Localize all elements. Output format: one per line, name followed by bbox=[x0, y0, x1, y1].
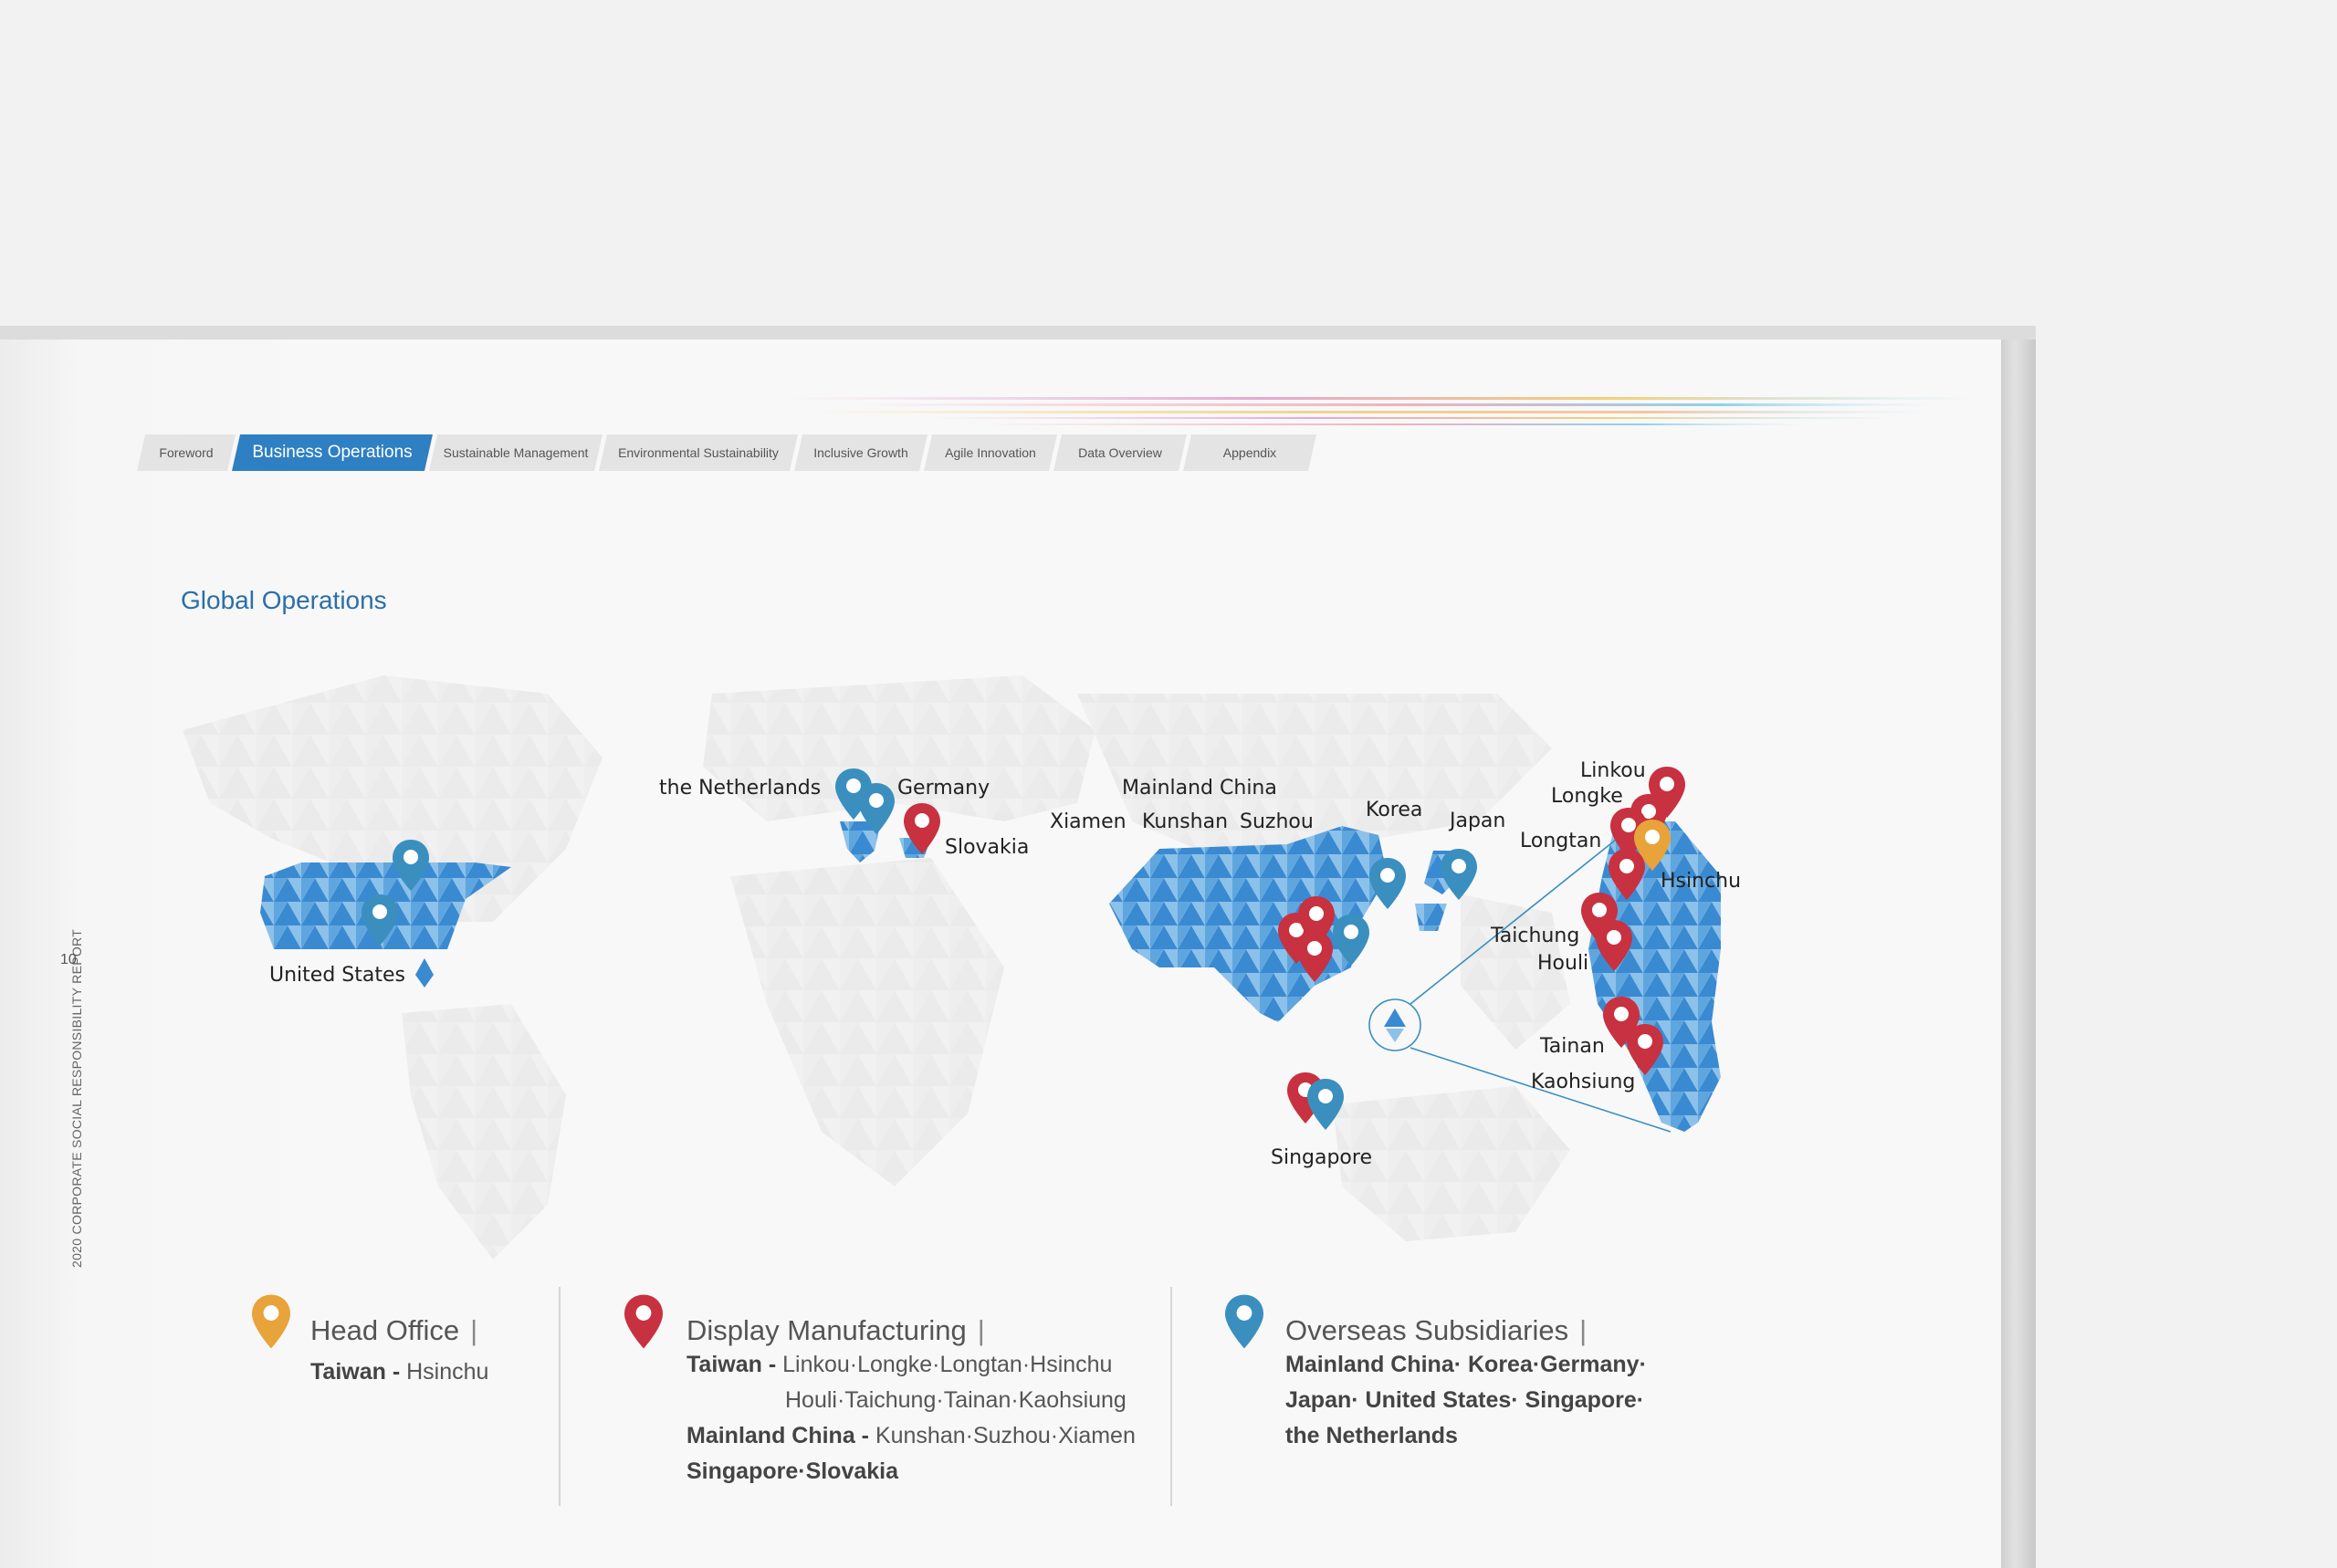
manufacturing-taiwan-sites-2: Houli·Taichung·Tainan·Kaohsiung bbox=[785, 1387, 1127, 1413]
book-edge bbox=[2001, 340, 2036, 1568]
label-houli: Houli bbox=[1537, 952, 1588, 975]
label-japan: Japan bbox=[1448, 810, 1505, 832]
subsidiary-pin-icon bbox=[1225, 1294, 1263, 1349]
label-taichung: Taichung bbox=[1490, 925, 1579, 947]
legend-divider-1 bbox=[559, 1287, 561, 1506]
report-page: Foreword Business Operations Sustainable… bbox=[0, 340, 2001, 1568]
tab-data-overview[interactable]: Data Overview bbox=[1053, 434, 1187, 471]
label-tainan: Tainan bbox=[1539, 1035, 1605, 1058]
manufacturing-taiwan-label: Taiwan - bbox=[686, 1352, 783, 1377]
label-singapore: Singapore bbox=[1271, 1146, 1372, 1169]
manufacturing-china-sites: Kunshan·Suzhou·Xiamen bbox=[875, 1423, 1136, 1448]
label-kaohsiung: Kaohsiung bbox=[1531, 1071, 1635, 1093]
map-labels: United States the Netherlands Germany Sl… bbox=[269, 759, 1741, 1169]
label-mainland-china: Mainland China bbox=[1122, 777, 1277, 800]
head-office-pin-icon bbox=[252, 1294, 290, 1349]
label-united-states: United States bbox=[269, 964, 405, 987]
manufacturing-china-label: Mainland China - bbox=[686, 1423, 875, 1448]
tab-inclusive-growth[interactable]: Inclusive Growth bbox=[794, 434, 927, 471]
tab-business-operations[interactable]: Business Operations bbox=[232, 434, 433, 471]
manufacturing-title: Display Manufacturing bbox=[686, 1314, 967, 1346]
tab-sustainable-management[interactable]: Sustainable Management bbox=[429, 434, 603, 471]
subsidiary-title: Overseas Subsidiaries bbox=[1285, 1314, 1569, 1346]
label-netherlands: the Netherlands bbox=[659, 777, 821, 800]
subsidiary-list-2: Japan· United States· Singapore· bbox=[1285, 1387, 1645, 1413]
legend-divider-2 bbox=[1170, 1287, 1172, 1506]
tab-agile-innovation[interactable]: Agile Innovation bbox=[924, 434, 1057, 471]
label-longke: Longke bbox=[1551, 785, 1623, 808]
manufacturing-other-sites: Singapore·Slovakia bbox=[686, 1458, 899, 1484]
page-number: 10 bbox=[60, 952, 77, 967]
label-slovakia: Slovakia bbox=[945, 836, 1029, 859]
label-suzhou: Suzhou bbox=[1240, 810, 1314, 833]
label-xiamen: Xiamen bbox=[1050, 810, 1127, 833]
tab-environmental-sustainability[interactable]: Environmental Sustainability bbox=[599, 434, 798, 471]
label-linkou: Linkou bbox=[1580, 759, 1646, 782]
tab-foreword[interactable]: Foreword bbox=[137, 434, 236, 471]
head-office-title: Head Office bbox=[310, 1314, 460, 1346]
pin-korea bbox=[1369, 858, 1406, 909]
label-hsinchu: Hsinchu bbox=[1661, 870, 1741, 893]
tab-appendix[interactable]: Appendix bbox=[1183, 434, 1316, 471]
world-landmass bbox=[183, 675, 1570, 1260]
world-map: United States the Netherlands Germany Sl… bbox=[183, 675, 1741, 1260]
taiwan-callout-icon bbox=[1384, 1009, 1406, 1027]
head-office-sites: Hsinchu bbox=[406, 1359, 489, 1385]
label-longtan: Longtan bbox=[1520, 830, 1601, 852]
manufacturing-taiwan-sites-1: Linkou·Longke·Longtan·Hsinchu bbox=[782, 1352, 1113, 1377]
section-title: Global Operations bbox=[181, 586, 387, 614]
subsidiary-list-3: the Netherlands bbox=[1285, 1423, 1458, 1448]
label-germany: Germany bbox=[897, 777, 990, 800]
subsidiary-list-1: Mainland China· Korea·Germany· bbox=[1285, 1352, 1647, 1377]
head-office-region: Taiwan - bbox=[310, 1359, 407, 1385]
label-korea: Korea bbox=[1366, 799, 1422, 821]
label-kunshan: Kunshan bbox=[1142, 810, 1228, 833]
pin-japan bbox=[1441, 849, 1477, 900]
manufacturing-pin-icon bbox=[624, 1294, 663, 1349]
rainbow-decoration bbox=[785, 397, 1972, 425]
